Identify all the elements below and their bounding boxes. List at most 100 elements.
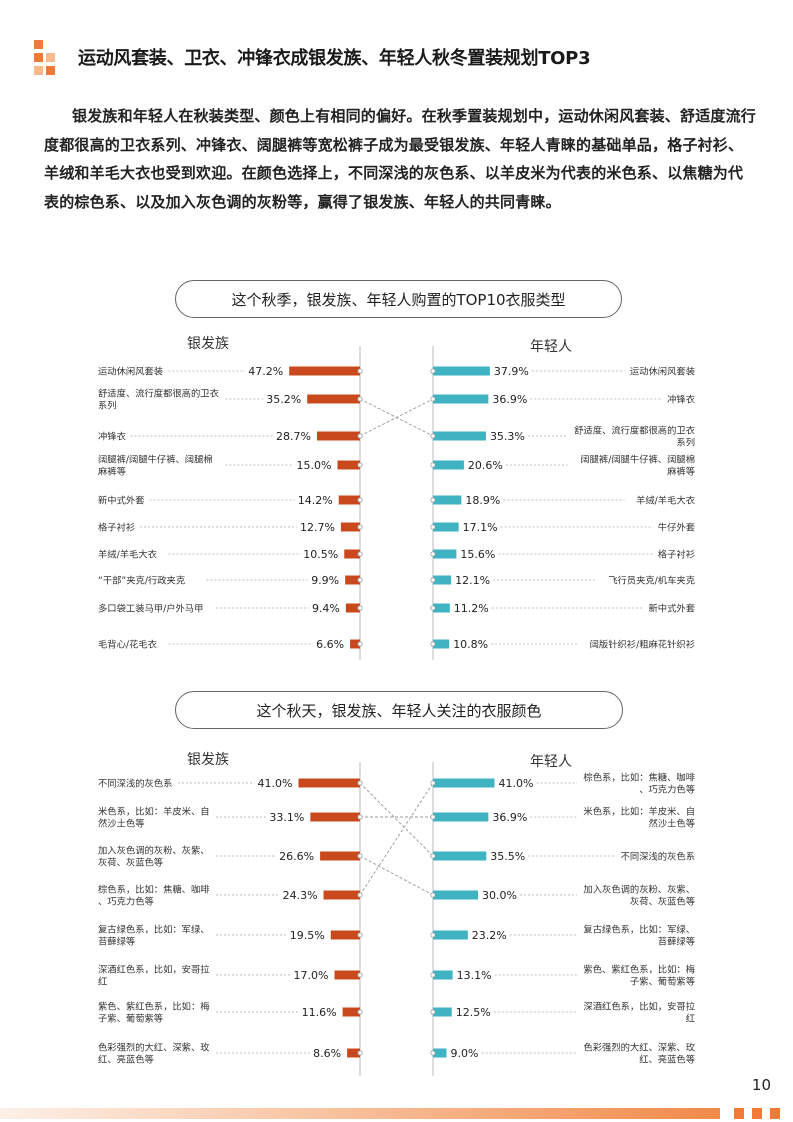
young-category-label: 阔版针织衫/粗麻花针织衫 [590,639,695,651]
young-category-label: 紫色、紫红色系，比如：梅 [583,964,695,976]
brand-logo [34,40,64,76]
elder-value-label: 8.6% [313,1047,341,1060]
footer-square [752,1108,762,1119]
chart2-left-group-label: 银发族 [187,752,229,768]
young-bar [433,639,450,649]
elder-category-label: 深酒红色系，比如，安哥拉 [98,964,210,976]
young-bar [433,890,478,900]
young-bar [433,851,487,861]
young-bar [433,1048,447,1058]
young-bar [433,431,486,441]
young-category-label: 新中式外套 [649,603,696,615]
young-value-label: 20.6% [468,459,503,472]
young-category-label: 飞行员夹克/机车夹克 [608,575,695,587]
elder-category-label: 加入灰色调的灰粉、灰紫、 [98,845,210,857]
axis-dot [357,1009,363,1015]
axis-dot [430,605,436,611]
axis-dot [357,577,363,583]
young-value-label: 13.1% [457,969,492,982]
young-category-label: 色彩强烈的大红、深紫、玫 [583,1042,695,1054]
axis-dot [357,605,363,611]
young-category-label: 然沙土色等 [649,818,696,830]
young-category-label: 冲锋衣 [667,394,695,406]
axis-dot [357,396,363,402]
elder-value-label: 6.6% [316,638,344,651]
axis-dot [357,932,363,938]
elder-bar [323,890,360,900]
elder-category-label: 色彩强烈的大红、深紫、玫 [98,1042,210,1054]
young-category-label: 灰荷、灰蓝色等 [630,896,695,908]
rank-connector-line [359,782,434,896]
young-value-label: 37.9% [494,365,529,378]
elder-category-label: 运动休闲风套装 [98,366,163,378]
young-category-label: 、巧克力色等 [639,784,695,796]
elder-value-label: 19.5% [290,929,325,942]
elder-category-label: 麻裤等 [98,466,126,478]
young-category-label: 苔藓绿等 [658,936,695,948]
rank-connector-line [359,855,434,896]
young-category-label: 子紫、葡萄紫等 [630,976,695,988]
axis-dot [357,433,363,439]
axis-dot [430,524,436,530]
young-bar [433,603,450,613]
axis-dot [430,577,436,583]
elder-category-label: 紫色、紫红色系，比如：梅 [98,1001,210,1013]
elder-value-label: 9.9% [311,574,339,587]
chart1-right-group-label: 年轻人 [530,339,572,355]
elder-category-label: 舒适度、流行度都很高的卫衣 [98,388,219,400]
elder-value-label: 14.2% [298,494,333,507]
young-value-label: 9.0% [451,1047,479,1060]
elder-value-label: 11.6% [302,1006,337,1019]
axis-dot [430,814,436,820]
elder-category-label: 阔腿裤/阔腿牛仔裤、阔腿棉 [98,454,213,466]
young-category-label: 牛仔外套 [658,522,695,534]
elder-category-label: 然沙土色等 [98,818,145,830]
elder-category-label: 系列 [98,400,117,412]
elder-bar [316,431,360,441]
elder-category-label: 新中式外套 [98,495,145,507]
young-value-label: 15.6% [460,548,495,561]
young-bar [433,812,489,822]
elder-value-label: 41.0% [258,777,293,790]
young-value-label: 36.9% [492,811,527,824]
young-category-label: 红 [686,1013,695,1025]
axis-dot [357,972,363,978]
axis-dot [430,462,436,468]
elder-bar [345,603,360,613]
elder-category-label: 不同深浅的灰色系 [98,778,172,790]
young-category-label: 加入灰色调的灰粉、灰紫、 [583,884,695,896]
chart2-right-group-label: 年轻人 [530,754,572,770]
axis-dot [357,1050,363,1056]
elder-value-label: 24.3% [283,889,318,902]
young-value-label: 41.0% [499,777,534,790]
elder-bar [330,930,360,940]
young-value-label: 10.8% [453,638,488,651]
elder-bar [320,851,360,861]
elder-category-label: 苔藓绿等 [98,936,135,948]
elder-value-label: 35.2% [266,393,301,406]
young-category-label: 羊绒/羊毛大衣 [636,495,695,507]
young-bar [433,460,464,470]
axis-dot [357,368,363,374]
elder-category-label: 多口袋工装马甲/户外马甲 [98,603,203,615]
young-bar [433,495,462,505]
axis-dot [430,551,436,557]
axis-dot [430,641,436,647]
young-category-label: 系列 [676,437,695,449]
elder-bar [350,639,360,649]
young-bar [433,575,452,585]
chart1-left-group-label: 银发族 [187,336,229,352]
elder-category-label: 冲锋衣 [98,431,126,443]
young-category-label: 运动休闲风套装 [630,366,695,378]
young-value-label: 11.2% [454,602,489,615]
axis-dot [430,1009,436,1015]
elder-bar [310,812,360,822]
elder-category-label: 红、亮蓝色等 [98,1054,154,1066]
elder-category-label: 羊绒/羊毛大衣 [98,549,157,561]
footer-square [734,1108,744,1119]
elder-bar [340,522,360,532]
young-value-label: 23.2% [472,929,507,942]
elder-category-label: 格子衬衫 [98,522,135,534]
axis-dot [430,932,436,938]
young-bar [433,930,468,940]
